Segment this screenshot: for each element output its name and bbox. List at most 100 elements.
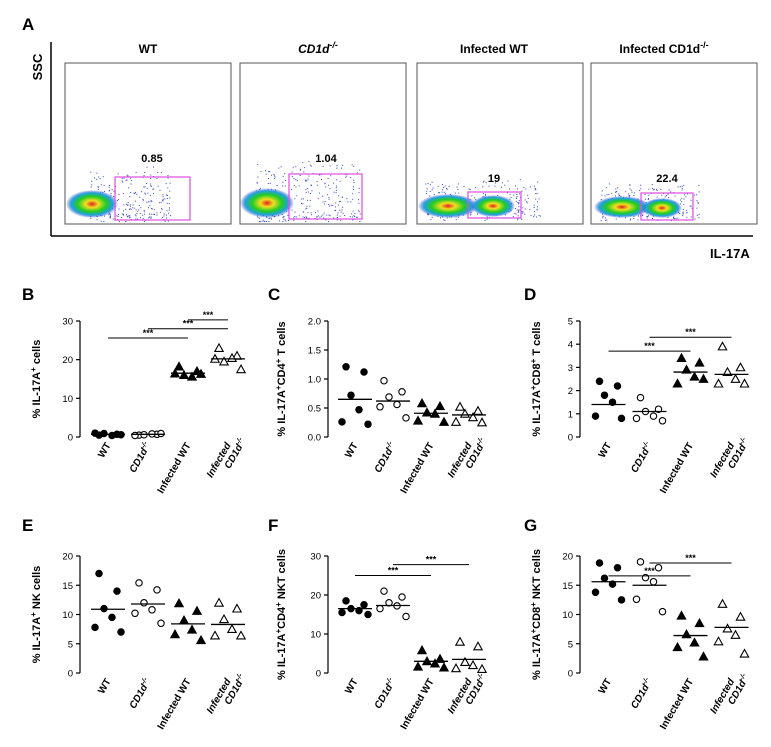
significance-label: *** [183,319,194,329]
facs-dot [698,184,700,186]
facs-dot [680,203,682,205]
facs-dot [530,186,531,188]
facs-dot [679,186,681,188]
facs-dot [123,193,124,195]
data-point [722,623,733,633]
facs-dot [144,213,146,215]
facs-dot [149,216,150,218]
facs-dot [165,214,167,216]
data-point [135,579,143,587]
facs-dot [299,169,301,171]
facs-dot [146,183,148,184]
y-tick-label: 0.0 [308,433,321,444]
data-point [676,352,687,363]
facs-dot [125,179,127,181]
data-point [412,661,424,671]
significance-label: *** [685,327,696,337]
data-point [654,405,663,413]
data-point [218,613,230,624]
facs-dot [514,213,516,214]
data-point [376,604,384,613]
data-point [698,373,709,383]
facs-dot [135,209,137,211]
data-point [698,651,709,661]
y-axis-label: % IL-17A+CD8+ T cells [529,321,543,436]
facs-dot [303,217,305,218]
facs-dot [517,209,519,211]
facs-dot [293,219,295,221]
facs-dot [113,190,115,192]
facs-dot [129,196,131,198]
facs-dot [309,199,311,201]
y-tick-label: 10 [310,630,321,641]
facs-dot [682,213,684,215]
data-point [131,431,139,440]
facs-dot [162,200,164,202]
facs-dot [150,178,152,180]
facs-dot [333,191,335,193]
facs-dot [284,180,286,181]
data-point [617,596,626,604]
facs-dot [303,171,305,173]
facs-dot [523,187,525,188]
facs-dot [514,208,516,209]
category-label: WT [96,441,113,460]
facs-dot [468,188,470,190]
facs-dot [137,210,139,212]
data-point [338,608,346,617]
facs-dot [358,199,359,201]
significance-label: *** [685,553,696,563]
data-point [658,417,667,425]
facs-dot [168,209,170,211]
facs-dot [305,180,307,182]
facs-dot [117,173,119,175]
facs-dot [161,207,163,209]
data-point [591,412,600,420]
gate-cd1d [288,173,363,220]
facs-dot [129,205,131,207]
facs-dot [142,214,144,216]
facs-dot [341,196,343,198]
facs-dot [666,195,668,197]
facs-dot [515,200,517,202]
category-label: CD1d-/- [628,440,655,475]
facs-dot [111,189,113,191]
facs-dot [483,180,485,182]
facs-dot [324,183,326,185]
facs-dot [686,209,688,211]
facs-dot [358,187,360,189]
facs-dot [135,215,137,217]
facs-dot [307,199,308,201]
facs-dot [602,217,604,219]
facs-dot [340,200,341,202]
data-point [360,368,368,376]
facs-dot [660,189,662,191]
facs-dot [148,207,149,209]
facs-dot [522,211,524,213]
facs-dot [166,195,168,196]
facs-dot [526,201,528,203]
facs-dot [257,217,259,219]
facs-dot [337,212,339,214]
facs-dot [346,175,348,177]
facs-dot [444,193,446,195]
facs-dot [282,216,284,218]
category-label: WT [343,441,360,460]
data-point [398,388,406,396]
facs-dot [650,193,652,195]
data-point [173,598,185,608]
facs-dot [299,168,301,170]
facs-dot [670,220,672,222]
facs-dot [351,216,353,218]
facs-dot [306,205,308,207]
facs-dot [346,198,348,200]
facs-dot [127,202,129,203]
facs-density-core [642,198,682,218]
facs-dot [130,183,132,185]
facs-dot [139,213,141,214]
facs-dot [538,198,540,200]
data-point [467,411,479,422]
facs-dot [347,201,349,203]
significance-label: *** [203,310,214,320]
facs-dot [262,219,264,221]
